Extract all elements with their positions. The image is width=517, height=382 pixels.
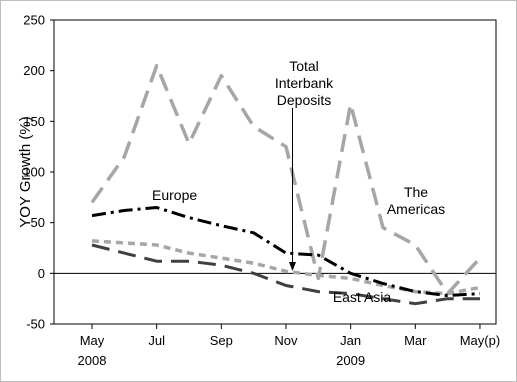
annotations: The Americas Europe Total Interbank Deposits E…	[152, 58, 445, 305]
series-label-the-americas: The Americas	[387, 184, 445, 217]
series-label-europe: Europe	[152, 187, 197, 203]
plot-area-border	[53, 19, 497, 325]
x-tick-label: Jul	[148, 333, 165, 348]
x-tick-label: Jan	[340, 333, 361, 348]
x-tick-label: May	[80, 333, 105, 348]
y-tick-label: 200	[23, 63, 45, 78]
y-tick-label: 100	[23, 165, 45, 180]
y-axis-title: YOY Growth (%)	[17, 116, 34, 227]
x-tick-label: Nov	[274, 333, 298, 348]
annotation-arrow-head	[289, 262, 296, 271]
y-tick-label: 250	[23, 13, 45, 28]
x-tick-label: Mar	[404, 333, 427, 348]
y-tick-label: 50	[31, 215, 45, 230]
series-line-total-interbank-deposits	[91, 239, 481, 296]
series-label-east-asia: East Asia	[333, 289, 392, 305]
series-line-east-asia	[91, 243, 480, 306]
y-tick-label: -50	[26, 317, 45, 332]
x-tick-year-label: 2009	[336, 353, 365, 368]
y-tick-label: 0	[38, 266, 45, 281]
series-line-europe	[91, 206, 481, 298]
y-tick-label: 150	[23, 114, 45, 129]
x-tick-year-label: 2008	[78, 353, 107, 368]
axes: -50 0 50 100 150 200 250 YOY Growth (%) May 2008 J…	[17, 13, 500, 369]
x-tick-label: May(p)	[460, 333, 500, 348]
series-line-the-americas	[90, 63, 482, 296]
series-label-total-interbank-deposits: Total Interbank Deposits	[275, 58, 334, 108]
series-lines	[90, 63, 482, 306]
x-tick-label: Sep	[210, 333, 233, 348]
